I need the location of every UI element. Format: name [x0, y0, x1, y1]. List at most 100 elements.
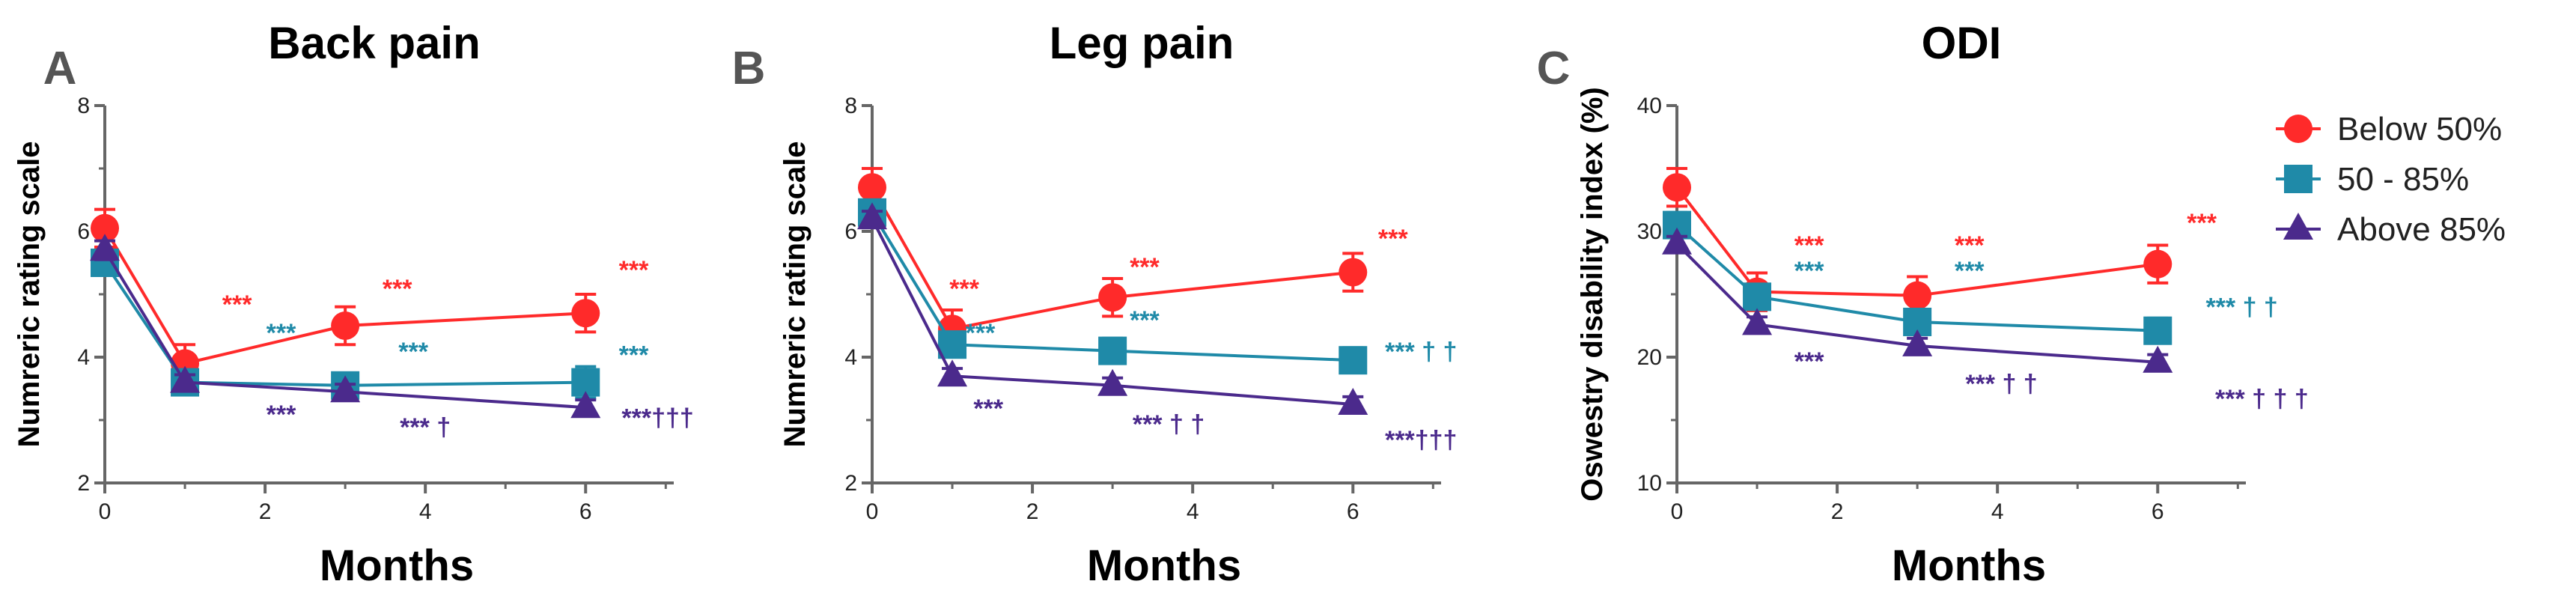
significance-label: *** [619, 341, 649, 369]
y-axis-label: Oswestry disability index (%) [1576, 87, 1609, 502]
significance-label: *** [619, 256, 649, 285]
series-line [1675, 224, 2158, 332]
x-tick-label: 0 [99, 499, 112, 524]
significance-label: *** † † [2205, 294, 2277, 322]
x-tick-label: 6 [1347, 499, 1359, 524]
x-axis-label: Months [1087, 541, 1241, 590]
x-axis-label: Months [1892, 541, 2046, 590]
y-tick-label: 6 [844, 219, 857, 244]
series-line [103, 261, 586, 387]
series-below [858, 167, 1368, 350]
significance-label: *** † † [1965, 370, 2037, 398]
significance-label: *** [1794, 231, 1824, 260]
x-tick-label: 4 [419, 499, 432, 524]
series-line [871, 186, 1354, 331]
series-line [1675, 243, 2158, 364]
data-point [1662, 227, 1692, 255]
data-point [858, 173, 886, 202]
significance-label: *** [267, 401, 296, 429]
series-line [1675, 186, 2158, 297]
legend-item-above: Above 85% [2276, 211, 2506, 248]
data-point [330, 375, 361, 403]
data-point [1742, 308, 1773, 335]
chart-panel-c: ODI C 10 20 30 40 0 2 4 6 Months Oswestry disabilit… [1537, 18, 2309, 590]
significance-label: *** [966, 319, 996, 347]
series-above [1662, 227, 2173, 373]
significance-label: *** [949, 275, 979, 303]
series-line [871, 218, 1354, 406]
data-point [937, 359, 968, 387]
data-point [90, 234, 120, 261]
y-tick-label: 6 [77, 219, 90, 244]
data-point [331, 311, 360, 340]
legend-label: 50 - 85% [2337, 161, 2469, 198]
data-point [2143, 345, 2173, 373]
series-line [103, 227, 586, 365]
y-tick-label: 8 [844, 94, 857, 118]
significance-label: *** [1955, 257, 1985, 285]
legend-item-mid: 50 - 85% [2276, 161, 2469, 198]
significance-label: *** [1955, 231, 1985, 260]
x-tick-label: 2 [259, 499, 272, 524]
chart-title: Back pain [268, 18, 480, 68]
series-mid [858, 198, 1368, 375]
significance-label: *** [1378, 225, 1408, 253]
significance-label: *** [267, 319, 296, 347]
y-tick-label: 20 [1637, 345, 1662, 370]
significance-label: *** [973, 395, 1003, 423]
data-point [1098, 283, 1127, 312]
data-point [91, 213, 119, 243]
chart-title: ODI [1922, 18, 2002, 68]
significance-label: ***††† [621, 404, 693, 432]
significance-label: *** [1794, 347, 1824, 376]
y-tick-label: 4 [844, 345, 857, 370]
y-tick-label: 2 [844, 471, 857, 496]
legend-marker [2284, 115, 2312, 143]
data-point [1098, 336, 1127, 365]
significance-label: *** † † [1385, 338, 1457, 366]
significance-label: *** [383, 275, 412, 303]
data-point [1903, 281, 1932, 310]
x-tick-label: 6 [2152, 499, 2164, 524]
series-line [103, 249, 586, 410]
series-below [1663, 167, 2172, 316]
x-tick-label: 4 [1187, 499, 1199, 524]
y-tick-label: 4 [77, 345, 90, 370]
panel-letter: C [1537, 43, 1571, 94]
data-point [571, 299, 600, 328]
significance-label: *** † † † [2215, 385, 2309, 413]
series-above [857, 202, 1368, 415]
y-axis-label: Numreric rating scale [13, 141, 46, 447]
data-point [570, 391, 601, 419]
significance-label: *** [1130, 253, 1160, 282]
data-point [938, 330, 967, 359]
data-point [857, 202, 887, 230]
y-tick-label: 2 [77, 471, 90, 496]
series-above [90, 234, 601, 419]
data-point [2143, 316, 2172, 345]
panel-letter: A [43, 43, 77, 94]
data-point [2143, 249, 2172, 279]
significance-label: *** † † [1133, 410, 1205, 439]
series-line [871, 211, 1354, 362]
legend-item-below: Below 50% [2276, 111, 2502, 148]
data-point [1338, 388, 1368, 415]
data-point [1743, 282, 1772, 311]
significance-label: *** [1130, 306, 1160, 335]
significance-label: ***††† [1385, 426, 1457, 454]
legend-label: Above 85% [2337, 211, 2506, 248]
data-point [1339, 258, 1368, 287]
legend: Below 50% 50 - 85% Above 85% [2276, 111, 2506, 248]
legend-label: Below 50% [2337, 111, 2502, 148]
y-tick-label: 30 [1637, 219, 1662, 244]
y-axis-label: Numreric rating scale [779, 141, 812, 447]
data-point [170, 365, 201, 393]
data-point [1902, 329, 1933, 356]
significance-label: *** [222, 291, 252, 319]
x-tick-label: 0 [1671, 499, 1684, 524]
x-tick-label: 6 [579, 499, 592, 524]
x-tick-label: 2 [1026, 499, 1039, 524]
